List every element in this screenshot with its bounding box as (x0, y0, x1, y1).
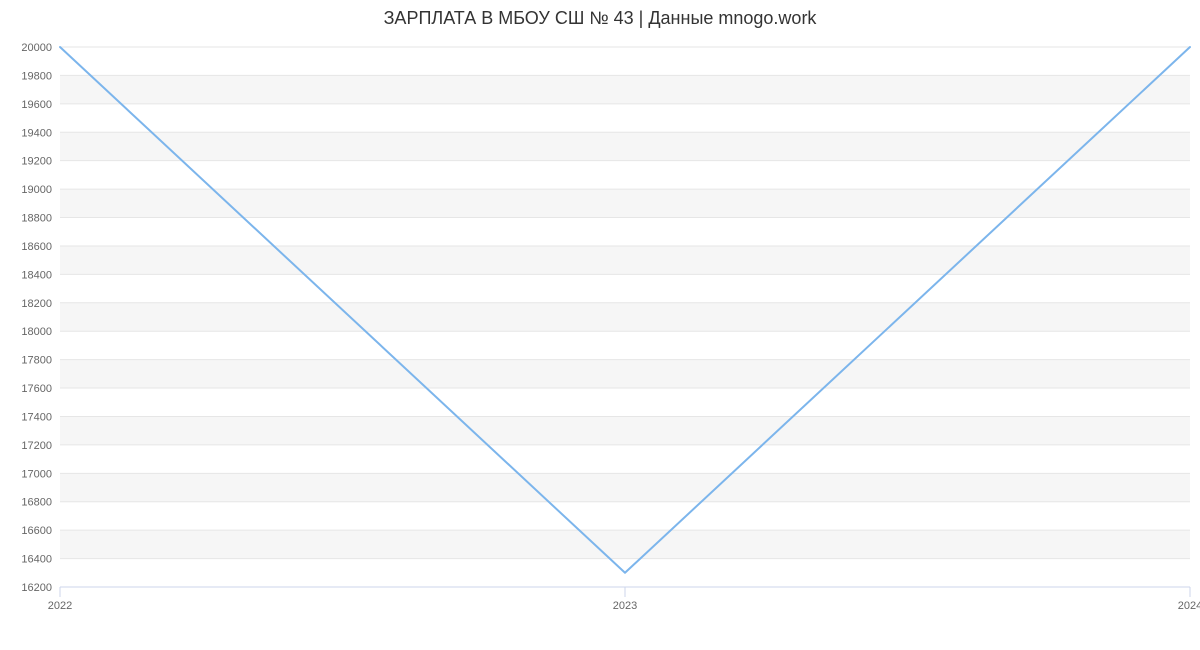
y-tick-label: 17600 (21, 383, 52, 395)
y-tick-label: 18200 (21, 298, 52, 310)
y-tick-label: 19200 (21, 156, 52, 168)
y-tick-label: 17000 (21, 468, 52, 480)
y-tick-label: 16200 (21, 582, 52, 594)
y-tick-label: 17800 (21, 355, 52, 367)
x-tick-label: 2022 (48, 600, 72, 612)
y-tick-label: 18800 (21, 213, 52, 225)
y-tick-label: 19400 (21, 127, 52, 139)
chart-title: ЗАРПЛАТА В МБОУ СШ № 43 | Данные mnogo.w… (384, 8, 818, 28)
y-tick-label: 16600 (21, 525, 52, 537)
y-tick-label: 16400 (21, 554, 52, 566)
y-tick-label: 20000 (21, 42, 52, 54)
y-tick-label: 19000 (21, 184, 52, 196)
y-tick-label: 18600 (21, 241, 52, 253)
y-tick-label: 16800 (21, 497, 52, 509)
x-tick-label: 2023 (613, 600, 637, 612)
y-tick-label: 19600 (21, 99, 52, 111)
chart-svg: 16200 16400 16600 16800 17000 17200 17400 17600… (0, 0, 1200, 650)
y-tick-label: 18000 (21, 326, 52, 338)
salary-line-chart: 16200 16400 16600 16800 17000 17200 17400 17600… (0, 0, 1200, 650)
y-tick-label: 17400 (21, 411, 52, 423)
y-tick-label: 19800 (21, 70, 52, 82)
y-tick-label: 17200 (21, 440, 52, 452)
x-tick-label: 2024 (1178, 600, 1200, 612)
y-tick-label: 18400 (21, 269, 52, 281)
